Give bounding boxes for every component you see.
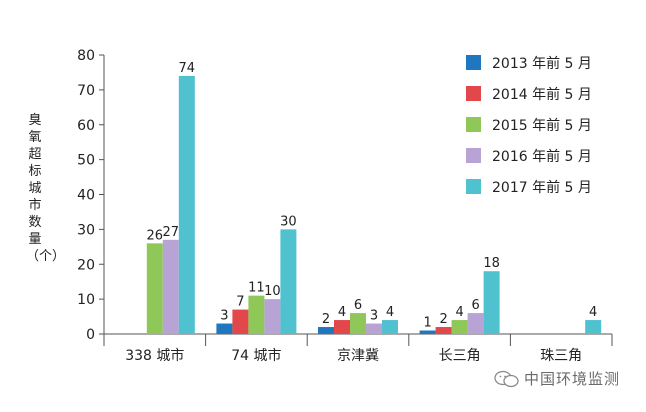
y-tick-label: 50: [77, 153, 95, 169]
legend-label: 2014 年前 5 月: [492, 86, 592, 103]
bar: [178, 75, 195, 335]
bar: [451, 320, 468, 334]
data-label: 11: [248, 281, 265, 296]
data-label: 18: [483, 256, 500, 271]
y-tick-label: 20: [77, 257, 95, 273]
data-label: 6: [471, 298, 479, 313]
legend-swatch: [466, 55, 481, 70]
bar: [350, 313, 366, 334]
bar: [146, 243, 163, 334]
bar: [467, 313, 484, 334]
legend-label: 2013 年前 5 月: [492, 55, 592, 72]
y-tick-label: 40: [77, 188, 95, 204]
bar: [280, 229, 297, 334]
bar: [162, 239, 179, 334]
legend-swatch: [466, 86, 481, 101]
y-tick-label: 30: [77, 222, 95, 238]
data-label: 4: [338, 305, 346, 320]
data-label: 30: [280, 214, 297, 229]
watermark: 中国环境监测: [494, 368, 620, 389]
bar: [585, 320, 602, 334]
data-label: 2: [322, 312, 330, 327]
bar: [216, 323, 233, 334]
x-tick-label: 长三角: [439, 348, 481, 364]
legend-label: 2017 年前 5 月: [492, 179, 592, 196]
bar: [232, 309, 249, 334]
data-label: 27: [163, 225, 180, 240]
bar: [318, 327, 334, 334]
y-axis-label: 臭氧超标城市数量（个）: [26, 113, 66, 264]
bar: [382, 320, 398, 334]
data-label: 1: [423, 316, 431, 331]
data-label: 3: [370, 309, 378, 324]
data-label: 3: [220, 309, 228, 324]
data-label: 4: [589, 305, 597, 320]
data-label: 7: [236, 295, 244, 310]
y-tick-label: 10: [77, 292, 95, 308]
legend-label: 2016 年前 5 月: [492, 148, 592, 165]
data-label: 6: [354, 298, 362, 313]
data-label: 10: [264, 284, 281, 299]
legend-swatch: [466, 117, 481, 132]
x-tick-label: 珠三角: [540, 348, 582, 364]
data-label: 2: [439, 312, 447, 327]
watermark-text: 中国环境监测: [524, 370, 621, 388]
data-label: 74: [179, 61, 196, 76]
x-tick-label: 338 城市: [125, 347, 184, 364]
x-tick-label: 京津冀: [337, 348, 379, 364]
bar: [248, 295, 265, 334]
wechat-icon: [494, 370, 519, 387]
y-tick-label: 60: [77, 118, 95, 134]
bar: [435, 327, 452, 334]
y-tick-label: 0: [86, 327, 95, 343]
legend-swatch: [466, 179, 481, 194]
y-tick-label: 80: [77, 48, 95, 64]
bar: [483, 271, 500, 334]
legend-swatch: [466, 148, 481, 163]
data-label: 26: [147, 228, 164, 243]
data-label: 4: [455, 305, 463, 320]
bar: [264, 299, 281, 334]
bar: [366, 323, 382, 334]
bar: [419, 330, 436, 334]
y-tick-label: 70: [77, 83, 95, 99]
data-label: 4: [386, 305, 394, 320]
legend-label: 2015 年前 5 月: [492, 117, 592, 134]
bar: [334, 320, 350, 334]
x-tick-label: 74 城市: [231, 347, 281, 364]
